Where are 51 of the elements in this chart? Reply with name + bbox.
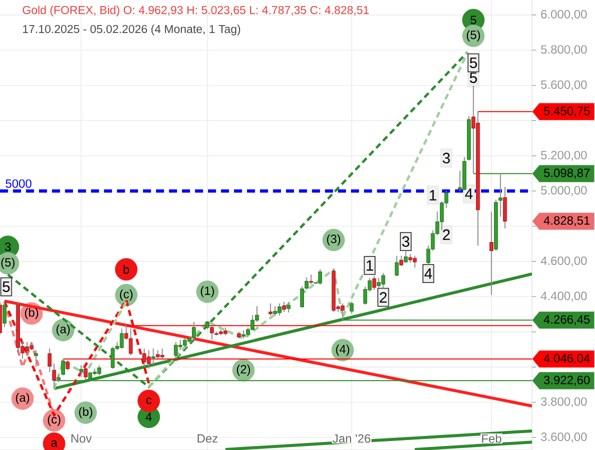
x-tick-label: Dez xyxy=(198,434,218,443)
x-tick-label: Jan '26 xyxy=(332,434,370,443)
series-label: 5.450,75 xyxy=(544,106,590,117)
annotation: (a) xyxy=(56,324,70,336)
annotation: 3 xyxy=(402,236,410,247)
annotation: c xyxy=(146,398,152,404)
y-tick-label: 5.000,00 xyxy=(541,186,587,196)
annotation: 2 xyxy=(442,229,450,240)
annotation: 1 xyxy=(366,260,374,271)
ref-line-label: 5000 xyxy=(6,179,32,188)
y-tick-label: 6.000,00 xyxy=(541,10,587,20)
y-tick-label: 5.600,00 xyxy=(541,80,587,90)
annotation: 5 xyxy=(470,72,477,84)
annotation: 5 xyxy=(470,58,477,68)
annotation: 2 xyxy=(380,292,387,303)
series-label: 5.098,87 xyxy=(544,168,590,179)
y-tick-label: 5.800,00 xyxy=(541,45,587,56)
annotation: b xyxy=(124,264,130,274)
y-tick-label: 3.800,00 xyxy=(540,397,587,408)
series-label: 4.266,45 xyxy=(544,315,590,326)
series-label: 3.922,60 xyxy=(544,376,590,386)
y-tick-label: 4.400,00 xyxy=(540,292,587,302)
annotation: 3 xyxy=(442,152,450,164)
annotation: (b) xyxy=(79,407,92,418)
series-label: 4.046,04 xyxy=(544,354,590,364)
y-tick-label: 4.600,00 xyxy=(540,256,587,266)
text: 4.828,51 xyxy=(544,216,590,226)
y-tick-label: 5.200,00 xyxy=(541,150,587,161)
chart-title: Gold (FOREX, Bid) O: 4.962,93 H: 5.023,65 L: 4.787,35 C: 4.828,51 xyxy=(22,6,369,16)
annotation: 4 xyxy=(146,412,152,422)
text: 17.10.2025 - 05.02.2026 (4 Monate, 1 Tag) xyxy=(23,24,240,36)
annotation: (2) xyxy=(236,364,250,376)
annotation: (a) xyxy=(16,392,30,404)
annotation: a xyxy=(51,440,58,447)
annotation: (4) xyxy=(336,344,350,356)
annotation: (c) xyxy=(120,289,132,301)
annotation: 1 xyxy=(430,190,436,200)
annotation: (c) xyxy=(48,414,60,426)
annotation: (5) xyxy=(466,30,480,42)
annotation: 4 xyxy=(424,268,432,279)
annotation: (b) xyxy=(24,308,38,320)
annotation: (5) xyxy=(1,258,14,269)
annotation: (1) xyxy=(200,286,214,298)
annotation: 5 xyxy=(2,282,10,292)
x-tick-label: Nov xyxy=(71,434,92,443)
x-tick-label: Feb xyxy=(482,434,502,443)
annotation: (3) xyxy=(327,234,340,246)
annotation: 5 xyxy=(470,16,476,24)
y-tick-label: 3.600,00 xyxy=(540,432,587,442)
annotation: 3 xyxy=(5,242,11,252)
annotation: 4 xyxy=(465,188,473,199)
